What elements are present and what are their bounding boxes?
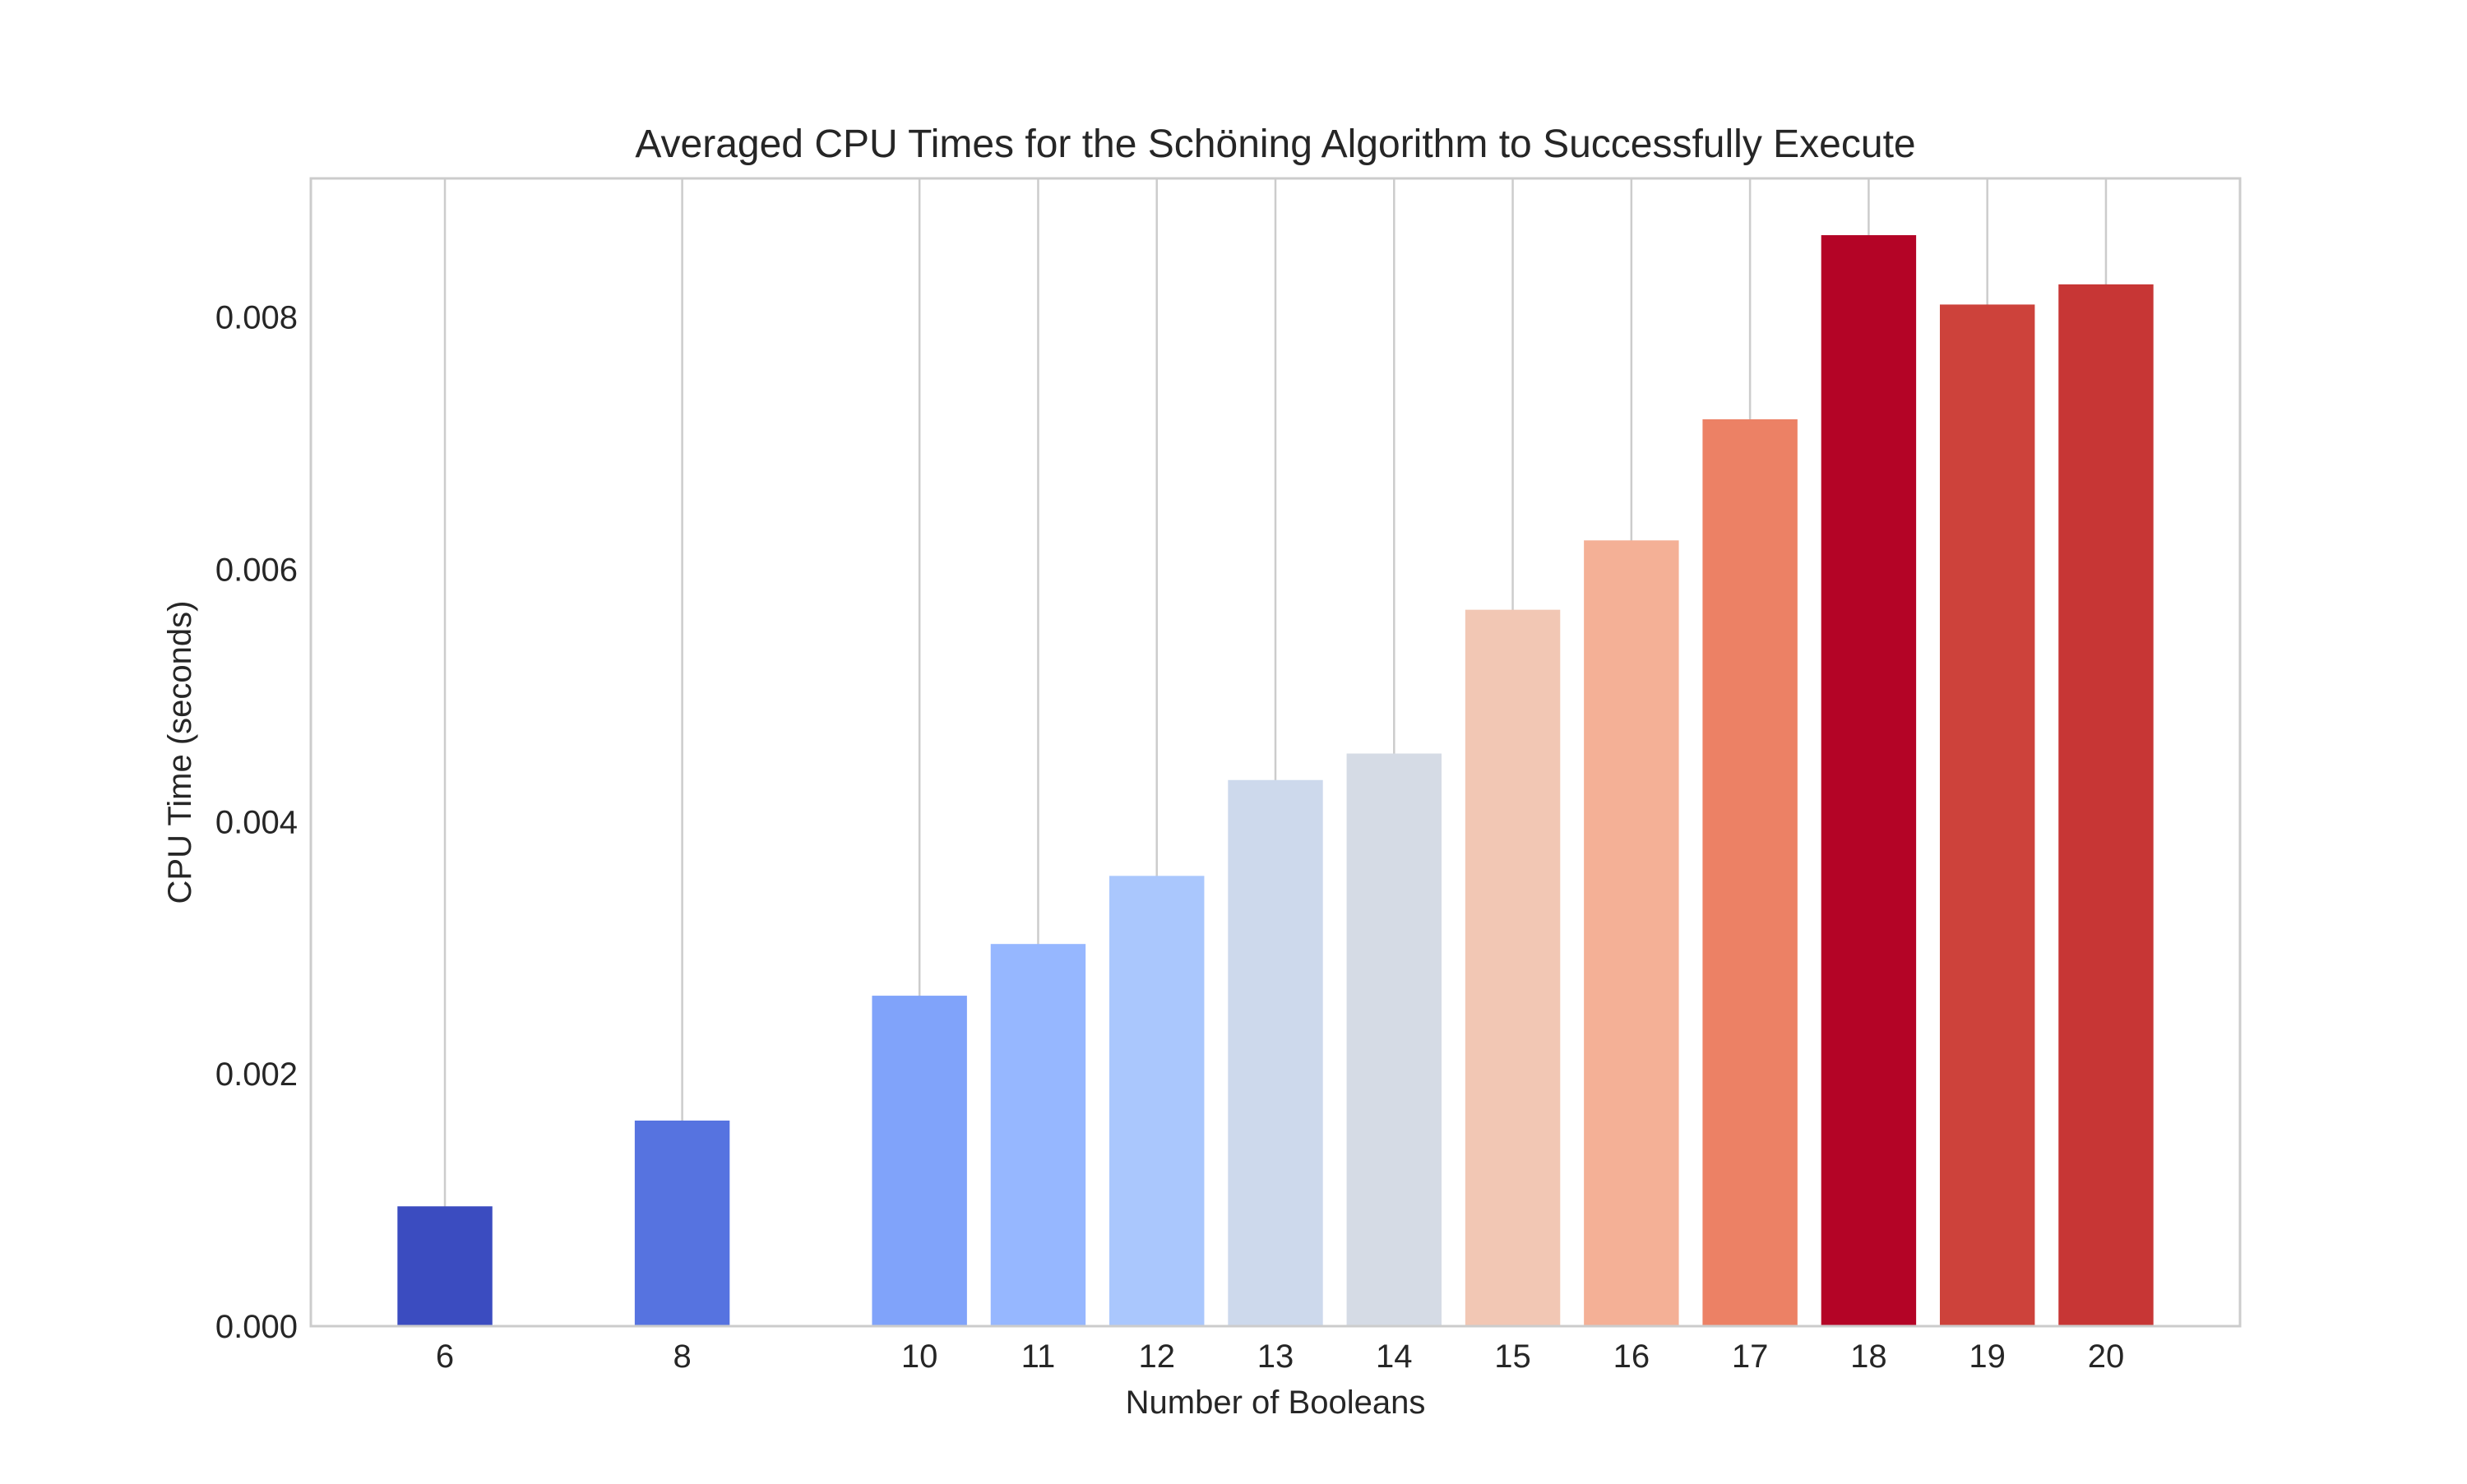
x-axis-label: Number of Booleans [1126, 1385, 1426, 1421]
bars [397, 235, 2154, 1326]
chart-title: Averaged CPU Times for the Schöning Algo… [635, 123, 1915, 166]
x-tick-label-11: 11 [1021, 1338, 1056, 1375]
y-tick-label-4: 0.008 [215, 300, 298, 336]
x-tick-label-15: 15 [1494, 1338, 1531, 1375]
y-tick-label-1: 0.002 [215, 1056, 298, 1093]
x-tick-label-10: 10 [901, 1338, 938, 1375]
bar-19 [1939, 304, 2035, 1326]
x-tick-label-12: 12 [1138, 1338, 1175, 1375]
y-tick-label-3: 0.006 [215, 552, 298, 589]
bar-10 [872, 996, 967, 1326]
x-tick-label-18: 18 [1850, 1338, 1887, 1375]
x-tick-label-16: 16 [1613, 1338, 1650, 1375]
x-tick-label-19: 19 [1969, 1338, 2006, 1375]
y-tick-label-2: 0.004 [215, 804, 298, 840]
bar-18 [1821, 235, 1917, 1326]
bar-14 [1346, 753, 1442, 1326]
bar-15 [1465, 609, 1561, 1326]
x-tick-label-17: 17 [1732, 1338, 1769, 1375]
bar-11 [990, 944, 1086, 1326]
x-tick-label-14: 14 [1376, 1338, 1413, 1375]
bar-16 [1584, 540, 1679, 1326]
y-axis-label: CPU Time (seconds) [162, 601, 198, 904]
x-tick-label-6: 6 [436, 1338, 454, 1375]
bar-12 [1109, 876, 1205, 1326]
x-tick-label-13: 13 [1257, 1338, 1294, 1375]
bar-20 [2058, 284, 2154, 1326]
plot-frame [309, 177, 2242, 1328]
tick-labels: 6 8 10 11 12 13 14 15 16 17 18 19 20 0.000 0.002 0.004 0… [215, 300, 2124, 1375]
x-tick-label-8: 8 [673, 1338, 691, 1375]
y-tick-label-0: 0.000 [215, 1309, 298, 1345]
bar-13 [1228, 779, 1323, 1326]
bar-17 [1702, 419, 1798, 1326]
bar-8 [634, 1120, 730, 1326]
x-tick-label-20: 20 [2088, 1338, 2125, 1375]
bar-6 [397, 1206, 493, 1326]
